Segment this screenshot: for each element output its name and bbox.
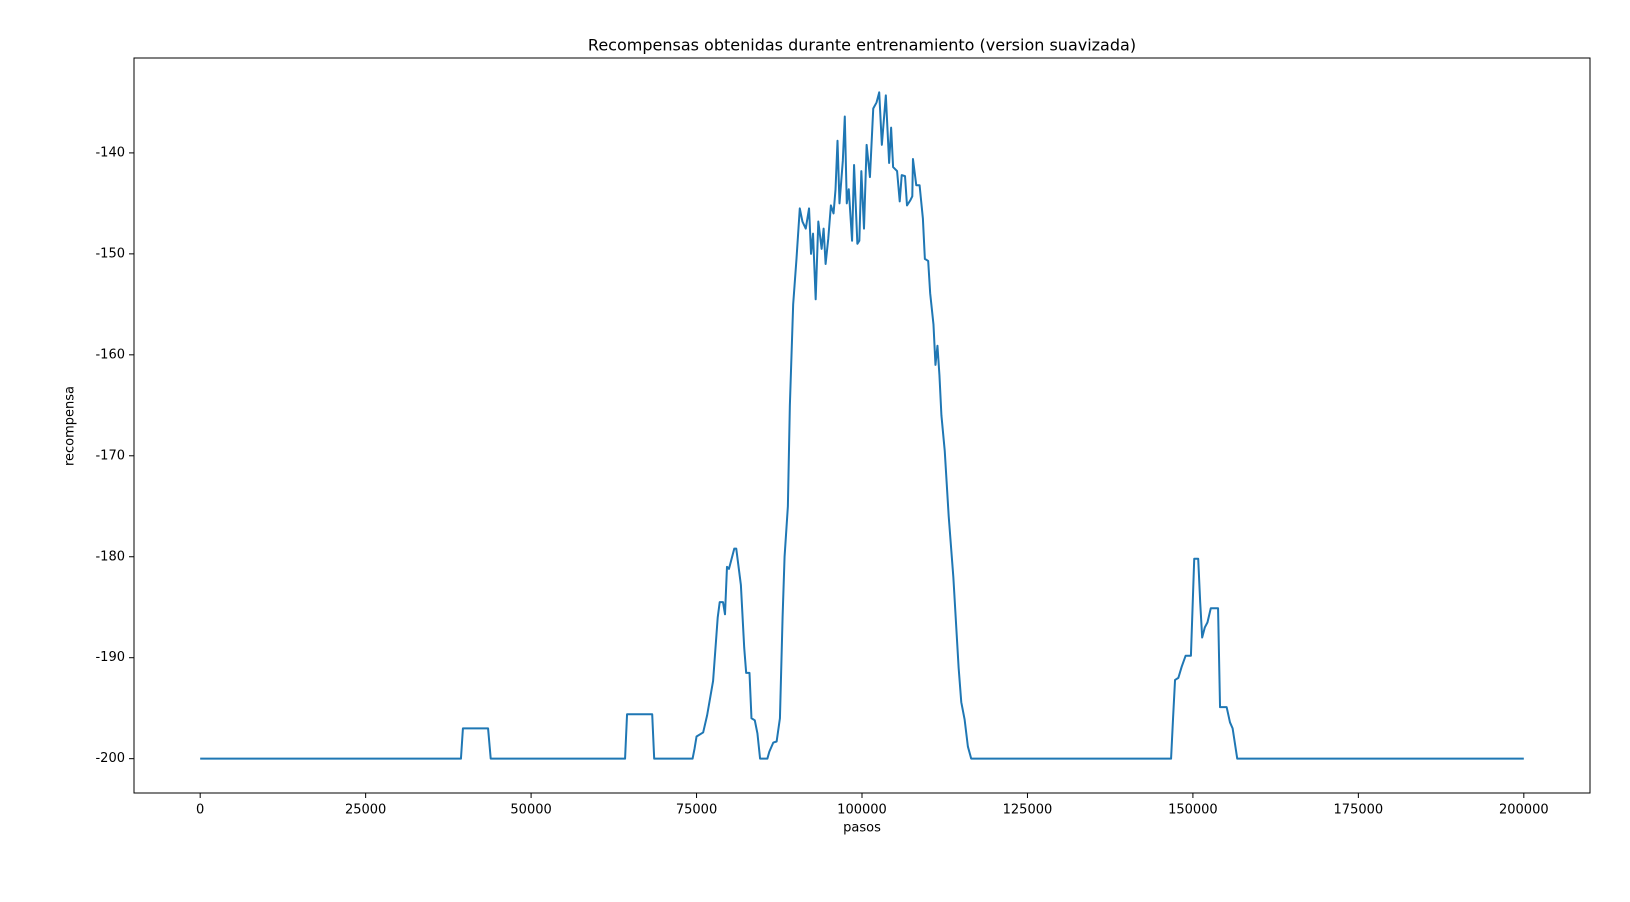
y-tick-label: -200 xyxy=(95,751,125,766)
y-tick-label: -170 xyxy=(95,448,125,463)
y-tick-label: -150 xyxy=(95,246,125,261)
chart-title: Recompensas obtenidas durante entrenamie… xyxy=(588,36,1136,55)
y-axis-label: recompensa xyxy=(63,386,78,466)
x-tick-label: 125000 xyxy=(1003,803,1053,818)
x-axis-label: pasos xyxy=(843,821,881,836)
x-tick-label: 0 xyxy=(196,803,204,818)
line-series xyxy=(200,91,1524,760)
y-tick-label: -180 xyxy=(95,549,125,564)
y-tick-label: -160 xyxy=(95,347,125,362)
x-tick-label: 50000 xyxy=(510,803,551,818)
x-tick-label: 150000 xyxy=(1168,803,1218,818)
y-tick-label: -140 xyxy=(95,145,125,160)
x-tick-label: 75000 xyxy=(676,803,717,818)
y-tick-label: -190 xyxy=(95,650,125,665)
x-tick-label: 200000 xyxy=(1499,803,1549,818)
x-tick-label: 25000 xyxy=(345,803,386,818)
x-tick-label: 100000 xyxy=(837,803,887,818)
plot-frame xyxy=(133,57,1591,794)
x-tick-label: 175000 xyxy=(1334,803,1384,818)
